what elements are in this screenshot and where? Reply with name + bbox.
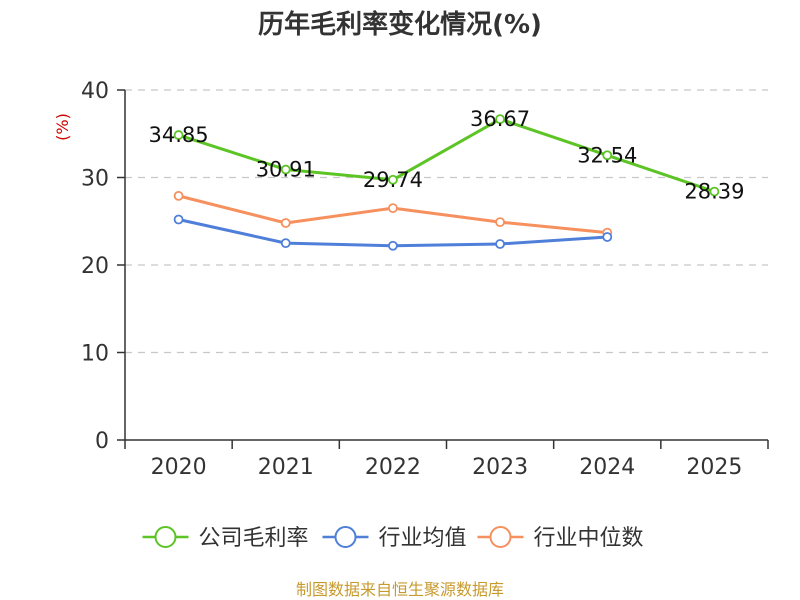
legend-label-2: 行业中位数 — [534, 526, 644, 551]
legend[interactable]: 公司毛利率 行业均值 行业中位数 — [142, 526, 644, 551]
data-point-2-2020 — [173, 190, 184, 201]
data-point-0-2023 — [495, 114, 505, 125]
legend-item-2[interactable]: 行业中位数 — [477, 526, 644, 551]
data-label-2024: 32.54 — [577, 143, 637, 167]
x-tick-label-2024: 2024 — [579, 455, 635, 480]
series-line-2 — [177, 194, 609, 235]
data-point-1-2023 — [495, 239, 505, 249]
series-line-0 — [177, 117, 716, 194]
data-point-0-2025 — [709, 186, 720, 197]
legend-label-0: 公司毛利率 — [199, 526, 309, 551]
data-point-1-2020 — [173, 214, 184, 225]
data-point-0-2020 — [173, 130, 184, 140]
x-tick-label-2021: 2021 — [258, 455, 314, 480]
chart-title: 历年毛利率变化情况(%) — [258, 9, 542, 40]
data-point-2-2022 — [388, 203, 398, 214]
y-axis-unit-label: (%) — [53, 113, 72, 141]
x-tick-label-2023: 2023 — [472, 455, 528, 480]
source-note: 制图数据来自恒生聚源数据库 — [296, 580, 504, 599]
series-lines — [173, 114, 720, 251]
data-point-1-2024 — [602, 232, 613, 242]
axes: 0 10 20 30 40 2020 2021 2022 2023 2024 2025 — [81, 79, 769, 480]
legend-label-1: 行业均值 — [379, 526, 467, 551]
data-point-1-2021 — [280, 238, 291, 249]
data-point-2-2021 — [280, 218, 291, 228]
data-point-0-2024 — [602, 150, 613, 161]
data-point-2-2023 — [495, 217, 505, 228]
grid — [125, 89, 768, 354]
legend-item-0[interactable]: 公司毛利率 — [142, 526, 309, 551]
data-label-2025: 28.39 — [684, 180, 744, 204]
data-point-1-2022 — [388, 240, 398, 251]
x-tick-label-2025: 2025 — [686, 455, 742, 480]
data-point-0-2022 — [388, 174, 398, 185]
data-label-2023: 36.67 — [470, 107, 530, 131]
data-point-0-2021 — [280, 164, 291, 175]
x-tick-label-2020: 2020 — [151, 455, 207, 480]
y-tick-label-0: 0 — [95, 429, 109, 454]
y-tick-label-10: 10 — [81, 342, 109, 367]
data-label-2020: 34.85 — [149, 123, 209, 147]
legend-marker-1 — [334, 526, 357, 548]
y-tick-label-40: 40 — [81, 79, 109, 104]
data-label-2021: 30.91 — [256, 158, 316, 182]
y-tick-label-20: 20 — [81, 254, 109, 279]
legend-item-1[interactable]: 行业均值 — [322, 526, 467, 551]
x-tick-label-2022: 2022 — [365, 455, 421, 480]
y-tick-label-30: 30 — [81, 167, 109, 192]
legend-marker-2 — [489, 526, 512, 548]
legend-marker-0 — [154, 526, 177, 548]
data-label-2022: 29.74 — [363, 168, 423, 192]
data-labels: 34.85 30.91 29.74 36.67 32.54 28.39 — [149, 107, 745, 203]
